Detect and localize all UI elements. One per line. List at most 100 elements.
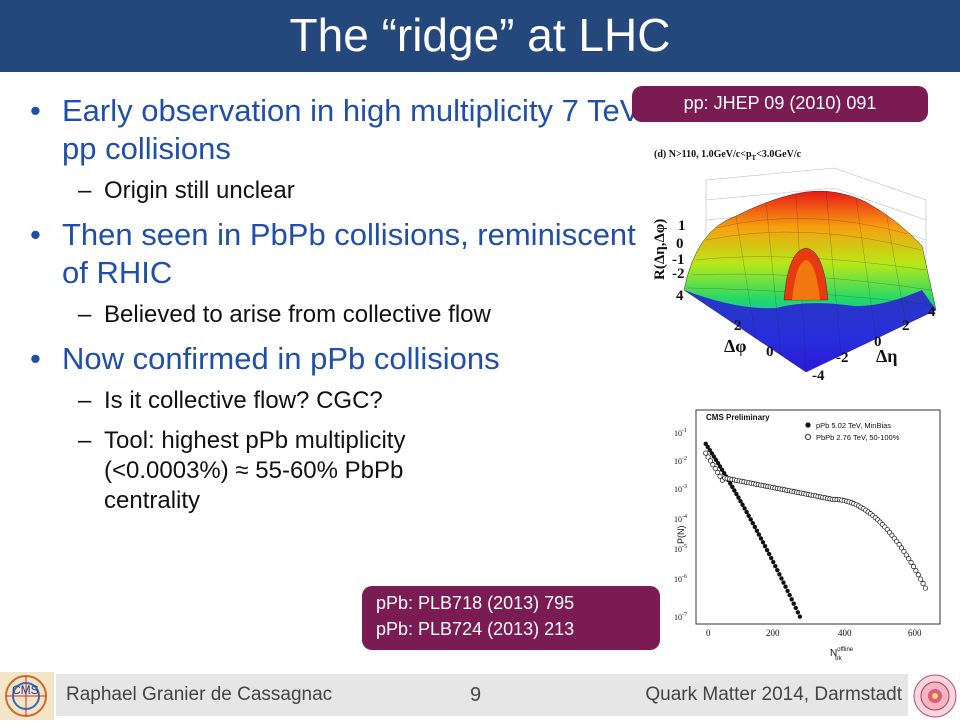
bullet-list: • Early observation in high multiplicity …: [28, 92, 648, 526]
ppb-point: [797, 614, 803, 619]
ridge-etatick-5: -4: [812, 368, 825, 384]
sub-bullet-3-1-text: Is it collective flow? CGC?: [104, 387, 383, 414]
pbpb-point: [715, 469, 721, 476]
ridge-etatick-2: 2: [902, 318, 910, 334]
ridge-peak-highlight: [792, 260, 820, 300]
cms-logo-icon: CMS: [0, 672, 54, 720]
ppb-point: [754, 528, 760, 533]
pbpb-point: [913, 568, 919, 574]
ppb-point: [717, 464, 723, 469]
ppb-point: [740, 502, 745, 507]
bullet-2-text: Then seen in PbPb collisions, reminiscen…: [62, 217, 636, 290]
ridge-etatick-1: 4: [928, 304, 936, 320]
cms-logo-text: CMS: [12, 683, 39, 697]
ppb-point: [736, 495, 741, 500]
ppb-point: [785, 588, 790, 594]
pbpb-point: [712, 466, 718, 472]
ppb-point: [793, 605, 798, 611]
footer-page-number: 9: [470, 684, 482, 706]
footer-author: Raphael Granier de Cassagnac: [66, 684, 333, 705]
ppb-point: [730, 484, 735, 490]
ppb-point: [742, 506, 747, 511]
ridge-caption: (d) N>110, 1.0GeV/c<pT<3.0GeV/c: [654, 149, 802, 162]
mult-y-ticks: 10-1 10-2 10-3 10-4 10-5 10-6 10-7: [674, 428, 687, 622]
ridge-ztick-4: -2: [672, 266, 685, 282]
mult-ytick-7: 10-7: [674, 612, 687, 622]
ridge-ztick-1: 1: [678, 218, 686, 234]
ppb-point: [734, 491, 739, 497]
sub-bullet-1-1: – Origin still unclear: [78, 177, 295, 204]
mult-xtick-3: 400: [838, 628, 852, 638]
sub-bullet-2-1: – Believed to arise from collective flow: [78, 301, 491, 328]
ppb-point: [715, 460, 721, 466]
ppb-point: [721, 471, 727, 476]
ridge-etatick-3: 0: [874, 334, 882, 350]
ridge-phi-label: Δφ: [724, 336, 747, 356]
ridge-etatick-4: -2: [836, 350, 849, 366]
ridge-phitick-3: 0: [766, 344, 774, 360]
mult-ytick-2: 10-2: [674, 456, 687, 466]
mult-legend-marker-1: [805, 422, 811, 428]
ppb-point: [783, 584, 788, 589]
ppb-point: [779, 576, 784, 581]
footer-strip: [56, 674, 908, 716]
slide-title: The “ridge” at LHC: [289, 9, 671, 61]
ppb-point: [738, 498, 743, 504]
ppb-point: [746, 513, 751, 518]
mult-ytick-3: 10-3: [674, 484, 687, 494]
ppb-point: [719, 467, 725, 473]
pbpb-point: [710, 462, 716, 468]
ridge-plot: (d) N>110, 1.0GeV/c<pT<3.0GeV/c R(Δη,Δφ: [636, 140, 942, 388]
flower-logo-icon: [910, 672, 960, 720]
ref-pp-box: pp: JHEP 09 (2010) 091: [632, 86, 928, 122]
ridge-zlabel: R(Δη,Δφ): [652, 219, 668, 280]
ppb-point: [713, 457, 719, 463]
mult-xtick-1: 0: [706, 628, 711, 638]
ppb-point: [711, 454, 717, 459]
sub-bullet-3-2-text: Tool: highest pPb multiplicity (<0.0003%…: [104, 427, 406, 514]
ppb-point: [703, 441, 708, 447]
pbpb-point: [705, 454, 711, 460]
sub-bullet-3-2: – Tool: highest pPb multiplicity (<0.0003…: [78, 427, 406, 514]
pbpb-point: [908, 560, 914, 566]
mult-legend-1: pPb 5.02 TeV, MinBias: [816, 421, 891, 430]
ridge-floor: [684, 290, 936, 372]
ridge-ztick-3: -1: [672, 252, 685, 268]
bullet-2: • Then seen in PbPb collisions, reminisce…: [30, 217, 636, 290]
ppb-point: [756, 532, 762, 537]
cms-logo: CMS: [0, 672, 54, 720]
bullet-3: • Now confirmed in pPb collisions: [30, 341, 500, 376]
ref-ppb-line-2: pPb: PLB724 (2013) 213: [376, 619, 575, 639]
mult-ytick-5: 10-5: [674, 544, 687, 554]
ridge-phitick-2: 2: [734, 318, 742, 334]
ppb-point: [781, 580, 786, 585]
bullet-3-text: Now confirmed in pPb collisions: [62, 341, 500, 376]
pbpb-point: [915, 572, 921, 578]
pbpb-point: [903, 552, 909, 558]
ppb-point: [769, 555, 774, 561]
multiplicity-plot: CMS Preliminary pPb 5.02 TeV, MinBias Pb…: [660, 404, 950, 666]
mult-ylabel: P(N): [676, 526, 686, 545]
pbpb-point: [922, 585, 928, 591]
pbpb-point: [896, 542, 902, 548]
ppb-point: [764, 547, 770, 553]
pbpb-point: [717, 473, 723, 479]
mult-ytick-1: 10-1: [674, 428, 687, 438]
ridge-ztick-2: 0: [676, 236, 684, 252]
sub-bullet-1-1-text: Origin still unclear: [104, 177, 295, 204]
pbpb-point: [901, 548, 907, 554]
ppb-point: [777, 572, 782, 577]
ppb-point: [732, 488, 737, 493]
ref-ppb-box: pPb: PLB718 (2013) 795 pPb: PLB724 (2013…: [362, 586, 660, 650]
pbpb-point: [703, 450, 709, 456]
pbpb-point: [910, 563, 917, 570]
ppb-point: [709, 451, 715, 456]
mult-legend-marker-2: [804, 433, 811, 440]
ppb-point: [707, 447, 712, 453]
ppb-point: [773, 563, 778, 569]
ppb-point: [766, 551, 772, 557]
ridge-phitick-1: 4: [676, 288, 684, 304]
mult-ytick-4: 10-4: [674, 514, 687, 524]
ppb-point: [728, 481, 733, 486]
multiplicity-plot-svg: CMS Preliminary pPb 5.02 TeV, MinBias Pb…: [674, 409, 941, 662]
